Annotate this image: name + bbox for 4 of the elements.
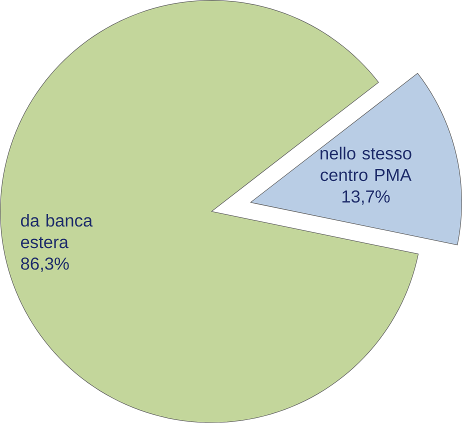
slice-label: da banca estera bbox=[21, 214, 93, 248]
slice-label: nello stesso centro PMA bbox=[320, 146, 412, 182]
data-label: 13,7% bbox=[342, 190, 390, 205]
data-label: 86,3% bbox=[21, 258, 69, 272]
